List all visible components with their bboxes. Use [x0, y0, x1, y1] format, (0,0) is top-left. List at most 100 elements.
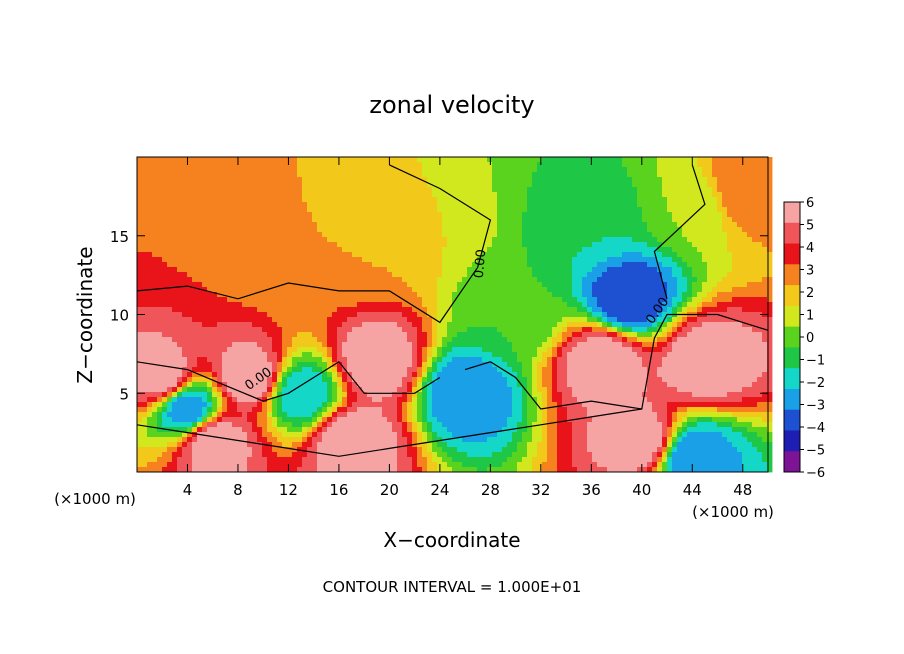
field-cell	[592, 317, 598, 323]
field-cell	[437, 187, 443, 193]
field-cell	[147, 352, 153, 358]
field-cell	[192, 272, 198, 278]
field-cell	[257, 242, 263, 248]
field-cell	[412, 287, 418, 293]
field-cell	[552, 332, 558, 338]
field-cell	[737, 247, 743, 253]
field-cell	[542, 337, 548, 343]
field-cell	[267, 322, 273, 328]
field-cell	[742, 287, 748, 293]
field-cell	[727, 187, 733, 193]
field-cell	[627, 332, 633, 338]
field-cell	[737, 317, 743, 323]
field-cell	[577, 287, 583, 293]
field-cell	[677, 277, 683, 283]
field-cell	[557, 237, 563, 243]
field-cell	[392, 227, 398, 233]
field-cell	[197, 307, 203, 313]
field-cell	[187, 277, 193, 283]
field-cell	[657, 257, 663, 263]
field-cell	[177, 342, 183, 348]
field-cell	[212, 347, 218, 353]
field-cell	[407, 322, 413, 328]
field-cell	[707, 322, 713, 328]
field-cell	[447, 202, 453, 208]
field-cell	[557, 292, 563, 298]
field-cell	[557, 207, 563, 213]
field-cell	[152, 222, 158, 228]
field-cell	[412, 212, 418, 218]
field-cell	[722, 292, 728, 298]
field-cell	[287, 352, 293, 358]
field-cell	[627, 292, 633, 298]
field-cell	[682, 252, 688, 258]
field-cell	[162, 302, 168, 308]
field-cell	[697, 232, 703, 238]
field-cell	[422, 222, 428, 228]
field-cell	[222, 322, 228, 328]
field-cell	[337, 267, 343, 273]
field-cell	[282, 187, 288, 193]
field-cell	[417, 317, 423, 323]
field-cell	[492, 322, 498, 328]
field-cell	[687, 212, 693, 218]
field-cell	[587, 337, 593, 343]
field-cell	[347, 237, 353, 243]
field-cell	[157, 287, 163, 293]
field-cell	[622, 222, 628, 228]
field-cell	[362, 307, 368, 313]
field-cell	[472, 222, 478, 228]
field-cell	[342, 332, 348, 338]
field-cell	[502, 322, 508, 328]
field-cell	[537, 212, 543, 218]
field-cell	[467, 157, 473, 163]
field-cell	[142, 297, 148, 303]
field-cell	[547, 177, 553, 183]
field-cell	[427, 292, 433, 298]
field-cell	[567, 197, 573, 203]
field-cell	[417, 202, 423, 208]
field-cell	[767, 182, 773, 188]
field-cell	[637, 252, 643, 258]
field-cell	[507, 212, 513, 218]
field-cell	[182, 322, 188, 328]
field-cell	[322, 352, 328, 358]
field-cell	[287, 232, 293, 238]
field-cell	[142, 302, 148, 308]
field-cell	[732, 277, 738, 283]
field-cell	[157, 282, 163, 288]
field-cell	[207, 257, 213, 263]
field-cell	[232, 322, 238, 328]
field-cell	[512, 327, 518, 333]
field-cell	[567, 207, 573, 213]
field-cell	[702, 252, 708, 258]
field-cell	[267, 192, 273, 198]
field-cell	[272, 337, 278, 343]
field-cell	[237, 327, 243, 333]
field-cell	[607, 192, 613, 198]
field-cell	[487, 267, 493, 273]
field-cell	[497, 162, 503, 168]
field-cell	[252, 252, 258, 258]
field-cell	[377, 327, 383, 333]
field-cell	[707, 327, 713, 333]
field-cell	[257, 192, 263, 198]
field-cell	[262, 337, 268, 343]
field-cell	[667, 192, 673, 198]
field-cell	[422, 282, 428, 288]
field-cell	[617, 222, 623, 228]
field-cell	[247, 202, 253, 208]
field-cell	[572, 347, 578, 353]
field-cell	[152, 162, 158, 168]
field-cell	[602, 197, 608, 203]
field-cell	[617, 337, 623, 343]
field-cell	[372, 342, 378, 348]
field-cell	[237, 277, 243, 283]
field-cell	[312, 292, 318, 298]
field-cell	[607, 347, 613, 353]
field-cell	[517, 177, 523, 183]
field-cell	[177, 302, 183, 308]
field-cell	[212, 207, 218, 213]
field-cell	[597, 177, 603, 183]
field-cell	[332, 232, 338, 238]
